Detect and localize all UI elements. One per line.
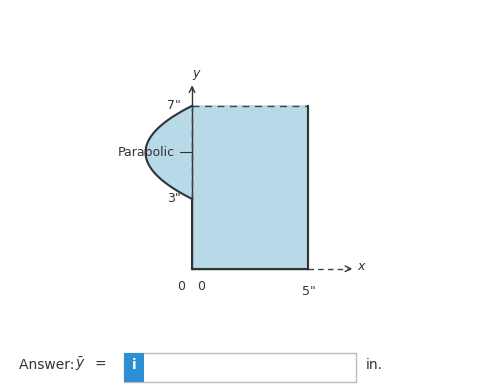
Text: 0: 0 xyxy=(197,280,204,294)
Text: 3": 3" xyxy=(166,192,180,205)
Polygon shape xyxy=(145,106,308,269)
Text: 7": 7" xyxy=(166,99,180,113)
Text: i: i xyxy=(131,358,136,372)
Text: 5": 5" xyxy=(301,285,315,298)
Text: y: y xyxy=(192,67,199,80)
Text: =: = xyxy=(94,358,106,372)
Text: x: x xyxy=(357,260,364,273)
Text: Answer:: Answer: xyxy=(19,358,79,372)
Text: 0: 0 xyxy=(177,280,185,294)
Text: in.: in. xyxy=(365,358,382,372)
Text: $\bar{y}$: $\bar{y}$ xyxy=(75,356,86,374)
Text: Parabolic: Parabolic xyxy=(117,146,174,159)
